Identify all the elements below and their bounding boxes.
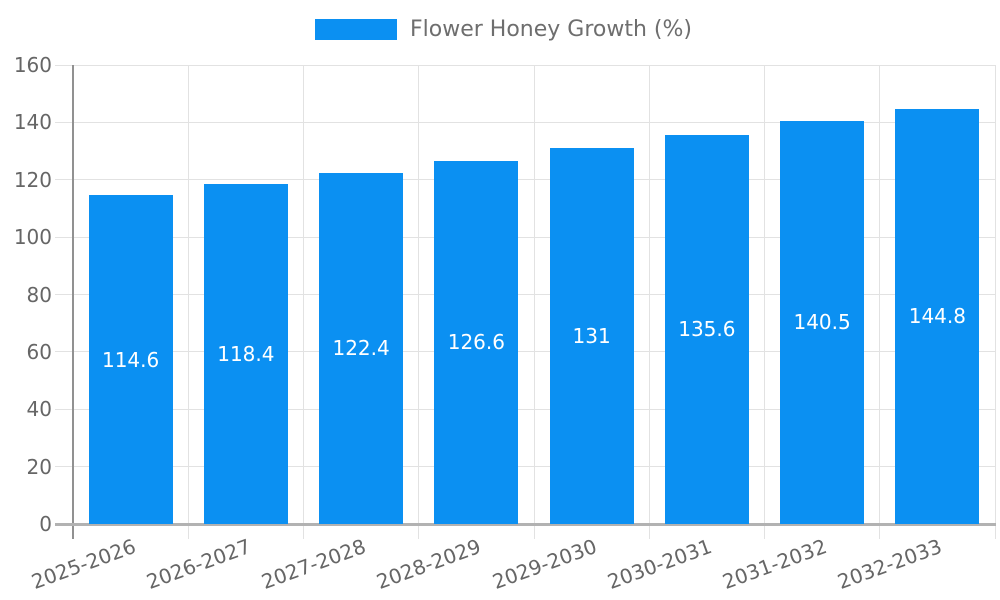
x-axis-tick-label: 2031-2032 <box>719 534 830 594</box>
x-axis-tick-label: 2029-2030 <box>488 534 600 594</box>
y-gridline <box>55 64 995 66</box>
y-axis-tick-label: 100 <box>13 225 52 250</box>
bar <box>549 148 634 524</box>
bar-value-label: 118.4 <box>217 342 275 367</box>
y-axis-tick-label: 0 <box>39 512 52 536</box>
legend-swatch <box>315 19 397 40</box>
bar-value-label: 126.6 <box>447 330 505 355</box>
y-gridline <box>55 466 995 468</box>
y-gridline <box>55 121 995 123</box>
bar <box>780 120 865 524</box>
y-gridline <box>55 408 995 410</box>
bar <box>203 184 288 524</box>
x-gridline <box>764 65 765 539</box>
y-gridline <box>55 351 995 353</box>
y-axis-tick-label: 140 <box>13 110 52 135</box>
bar-value-label: 122.4 <box>332 336 390 361</box>
bar-value-label: 135.6 <box>678 317 736 342</box>
x-axis-tick-label: 2027-2028 <box>258 534 369 594</box>
bar <box>88 195 173 524</box>
x-axis-line <box>55 523 996 526</box>
x-axis-tick-label: 2028-2029 <box>373 534 485 594</box>
legend: Flower Honey Growth (%) <box>315 17 692 42</box>
x-axis-tick-label: 2030-2031 <box>604 534 715 594</box>
y-axis-tick-label: 20 <box>26 454 52 479</box>
x-gridline <box>418 65 420 539</box>
y-axis-tick-label: 80 <box>26 282 52 307</box>
bar <box>434 160 519 524</box>
bar-value-label: 131 <box>572 324 611 349</box>
y-axis-tick-label: 120 <box>13 167 52 192</box>
x-gridline <box>648 65 650 539</box>
bar-value-label: 114.6 <box>101 347 160 372</box>
y-axis-tick-label: 60 <box>26 339 52 364</box>
bar-value-label: 140.5 <box>793 310 851 335</box>
y-gridline <box>55 179 995 181</box>
bar <box>319 172 404 524</box>
y-axis-line <box>72 65 74 539</box>
x-gridline <box>303 65 304 539</box>
y-gridline <box>55 236 995 238</box>
x-gridline <box>879 65 881 539</box>
y-gridline <box>55 294 995 295</box>
y-axis-tick-label: 40 <box>26 397 52 422</box>
x-gridline <box>994 65 996 539</box>
bar-value-label: 144.8 <box>908 304 966 329</box>
y-axis-tick-label: 160 <box>13 53 52 77</box>
bar <box>895 108 980 524</box>
legend-label: Flower Honey Growth (%) <box>410 17 692 42</box>
x-gridline <box>187 65 189 539</box>
x-axis-tick-label: 2026-2027 <box>143 534 254 594</box>
x-axis-tick-label: 2025-2026 <box>27 534 139 594</box>
x-axis-tick-label: 2032-2033 <box>834 534 946 594</box>
x-gridline <box>533 65 535 539</box>
bar <box>664 134 749 524</box>
